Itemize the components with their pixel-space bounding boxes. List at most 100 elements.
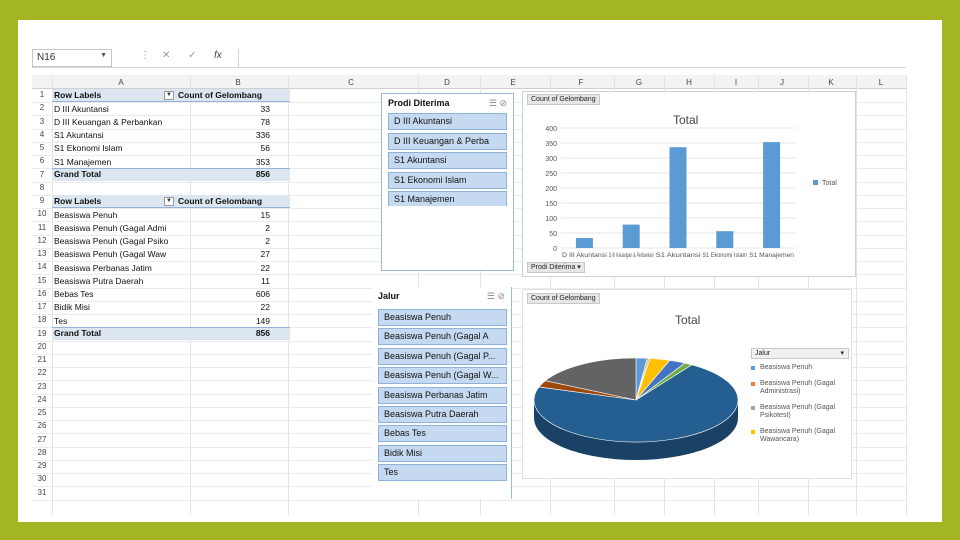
slicer-item[interactable]: Beasiswa Penuh bbox=[378, 309, 507, 326]
bar[interactable] bbox=[622, 224, 640, 248]
slicer-item[interactable]: D III Keuangan & Perba bbox=[388, 132, 507, 150]
clear-filter-icon[interactable]: ⊘ bbox=[497, 291, 505, 301]
axis-field-button[interactable]: Prodi Diterima ▾ bbox=[527, 262, 585, 273]
column-header[interactable]: F bbox=[578, 78, 584, 87]
name-box[interactable]: N16 ▼ bbox=[32, 49, 112, 67]
row-header[interactable]: 23 bbox=[37, 381, 47, 391]
row-header[interactable]: 12 bbox=[37, 235, 47, 245]
value-field-button[interactable]: Count of Gelombang bbox=[527, 293, 600, 304]
row-header[interactable]: 4 bbox=[39, 129, 45, 139]
row-header[interactable]: 27 bbox=[37, 434, 47, 444]
multi-select-icon[interactable]: ☰ bbox=[488, 98, 497, 108]
pivot-row-label[interactable]: D III Keuangan & Perbankan bbox=[54, 116, 163, 127]
pivot-row-label[interactable]: Beasiswa Penuh (Gagal Waw bbox=[54, 249, 167, 260]
pivot-row-value[interactable]: 56 bbox=[260, 143, 270, 154]
row-header[interactable]: 28 bbox=[37, 447, 47, 457]
slicer-item[interactable]: Beasiswa Penuh (Gagal P... bbox=[378, 347, 507, 365]
row-header[interactable]: 25 bbox=[37, 408, 47, 417]
slicer-item[interactable]: Beasiswa Penuh (Gagal W... bbox=[378, 367, 507, 385]
row-header[interactable]: 31 bbox=[37, 487, 47, 497]
slicer-item[interactable]: D III Akuntansi bbox=[388, 113, 507, 130]
pivot-row-label[interactable]: Beasiswa Penuh (Gagal Psiko bbox=[54, 236, 169, 246]
pivot-row-value[interactable]: 2 bbox=[265, 222, 270, 233]
pivot-row-value[interactable]: 606 bbox=[255, 289, 270, 299]
row-header[interactable]: 21 bbox=[37, 355, 47, 364]
pivot-row-value[interactable]: 78 bbox=[260, 116, 270, 127]
pie-chart[interactable]: Count of Gelombang Total Jalur ▾ Beasisw… bbox=[522, 289, 852, 479]
pivot2-value-header[interactable]: Count of Gelombang bbox=[178, 196, 263, 206]
slicer-item[interactable]: S1 Manajemen bbox=[388, 191, 507, 206]
pivot2-row-labels[interactable]: Row Labels bbox=[54, 196, 102, 206]
pivot-row-value[interactable]: 33 bbox=[260, 103, 270, 114]
column-header[interactable]: J bbox=[780, 78, 784, 87]
row-header[interactable]: 20 bbox=[37, 341, 47, 351]
enter-icon[interactable]: ✓ bbox=[188, 50, 197, 61]
pivot-row-label[interactable]: Beasiswa Putra Daerah bbox=[54, 275, 144, 286]
row-header[interactable]: 26 bbox=[37, 421, 47, 431]
pivot-row-label[interactable]: Tes bbox=[54, 315, 68, 326]
pivot-row-label[interactable]: S1 Manajemen bbox=[54, 156, 112, 167]
column-header[interactable]: A bbox=[118, 78, 124, 87]
row-header[interactable]: 17 bbox=[37, 302, 47, 311]
pivot1-value-header[interactable]: Count of Gelombang bbox=[178, 90, 263, 100]
pivot1-grand-total-label[interactable]: Grand Total bbox=[54, 169, 102, 179]
slicer-item[interactable]: Beasiswa Perbanas Jatim bbox=[378, 386, 507, 404]
column-header[interactable]: C bbox=[348, 78, 354, 87]
bar-chart[interactable]: Count of Gelombang Total 0 50 100 150 200 250… bbox=[522, 91, 856, 277]
column-header[interactable]: K bbox=[828, 78, 834, 87]
pivot-row-label[interactable]: Beasiswa Perbanas Jatim bbox=[54, 262, 152, 273]
column-header[interactable]: H bbox=[686, 78, 692, 87]
slicer-item[interactable]: Beasiswa Penuh (Gagal A bbox=[378, 328, 507, 346]
pivot-row-label[interactable]: D III Akuntansi bbox=[54, 103, 109, 114]
row-header[interactable]: 19 bbox=[37, 328, 47, 338]
column-header[interactable]: I bbox=[734, 78, 738, 87]
row-header[interactable]: 22 bbox=[37, 368, 47, 378]
multi-select-icon[interactable]: ☰ bbox=[486, 291, 495, 301]
row-header[interactable]: 11 bbox=[37, 222, 47, 232]
slicer-item[interactable]: Bidik Misi bbox=[378, 444, 507, 462]
column-header[interactable]: E bbox=[510, 78, 516, 87]
formula-input[interactable] bbox=[238, 49, 906, 67]
column-header[interactable]: B bbox=[235, 78, 241, 87]
pie-slice[interactable] bbox=[544, 357, 637, 401]
slicer-jalur[interactable]: Jalur ☰ ⊘ Beasiswa Penuh Beasiswa Penuh (… bbox=[372, 287, 512, 499]
slicer-item[interactable]: Beasiswa Putra Daerah bbox=[378, 406, 507, 423]
column-header[interactable]: D bbox=[444, 78, 450, 87]
pivot-row-value[interactable]: 27 bbox=[260, 249, 270, 260]
slicer-prodi-diterima[interactable]: Prodi Diterima ☰ ⊘ D III Akuntansi D III … bbox=[381, 93, 514, 271]
slicer-item[interactable]: Bebas Tes bbox=[378, 425, 507, 443]
pivot2-grand-total-value[interactable]: 856 bbox=[255, 328, 270, 338]
row-header[interactable]: 15 bbox=[37, 275, 47, 285]
pivot1-grand-total-value[interactable]: 856 bbox=[255, 169, 270, 179]
pivot-row-label[interactable]: Beasiswa Penuh (Gagal Admi bbox=[54, 222, 167, 233]
row-header[interactable]: 5 bbox=[39, 143, 45, 152]
cancel-icon[interactable]: ✕ bbox=[162, 50, 171, 61]
pivot-row-value[interactable]: 353 bbox=[255, 156, 270, 167]
row-header[interactable]: 6 bbox=[39, 156, 45, 166]
pivot-row-value[interactable]: 15 bbox=[260, 209, 270, 220]
row-header[interactable]: 14 bbox=[37, 262, 47, 272]
pivot-row-label[interactable]: Bidik Misi bbox=[54, 302, 90, 313]
row-header[interactable]: 7 bbox=[39, 169, 45, 179]
clear-filter-icon[interactable]: ⊘ bbox=[499, 98, 507, 108]
row-header[interactable]: 24 bbox=[37, 394, 47, 404]
row-header[interactable]: 29 bbox=[37, 461, 47, 470]
row-header[interactable]: 8 bbox=[39, 182, 45, 192]
filter-dropdown-icon[interactable]: ▼ bbox=[164, 197, 174, 206]
row-header[interactable]: 18 bbox=[37, 315, 47, 325]
pivot-row-value[interactable]: 22 bbox=[260, 302, 270, 313]
slicer-item[interactable]: S1 Ekonomi Islam bbox=[388, 171, 507, 189]
column-header[interactable]: G bbox=[635, 78, 643, 87]
slicer-item[interactable]: Tes bbox=[378, 464, 507, 482]
pivot-row-label[interactable]: S1 Ekonomi Islam bbox=[54, 143, 123, 154]
pivot1-row-labels[interactable]: Row Labels bbox=[54, 90, 102, 100]
filter-dropdown-icon[interactable]: ▼ bbox=[164, 91, 174, 100]
pivot-row-label[interactable]: S1 Akuntansi bbox=[54, 130, 104, 140]
pivot-row-label[interactable]: Bebas Tes bbox=[54, 289, 94, 299]
pivot-row-label[interactable]: Beasiswa Penuh bbox=[54, 209, 118, 220]
bar[interactable] bbox=[716, 231, 734, 248]
bar[interactable] bbox=[669, 147, 687, 248]
row-header[interactable]: 2 bbox=[39, 103, 45, 113]
row-header[interactable]: 30 bbox=[37, 474, 47, 484]
pivot-row-value[interactable]: 22 bbox=[260, 262, 270, 273]
